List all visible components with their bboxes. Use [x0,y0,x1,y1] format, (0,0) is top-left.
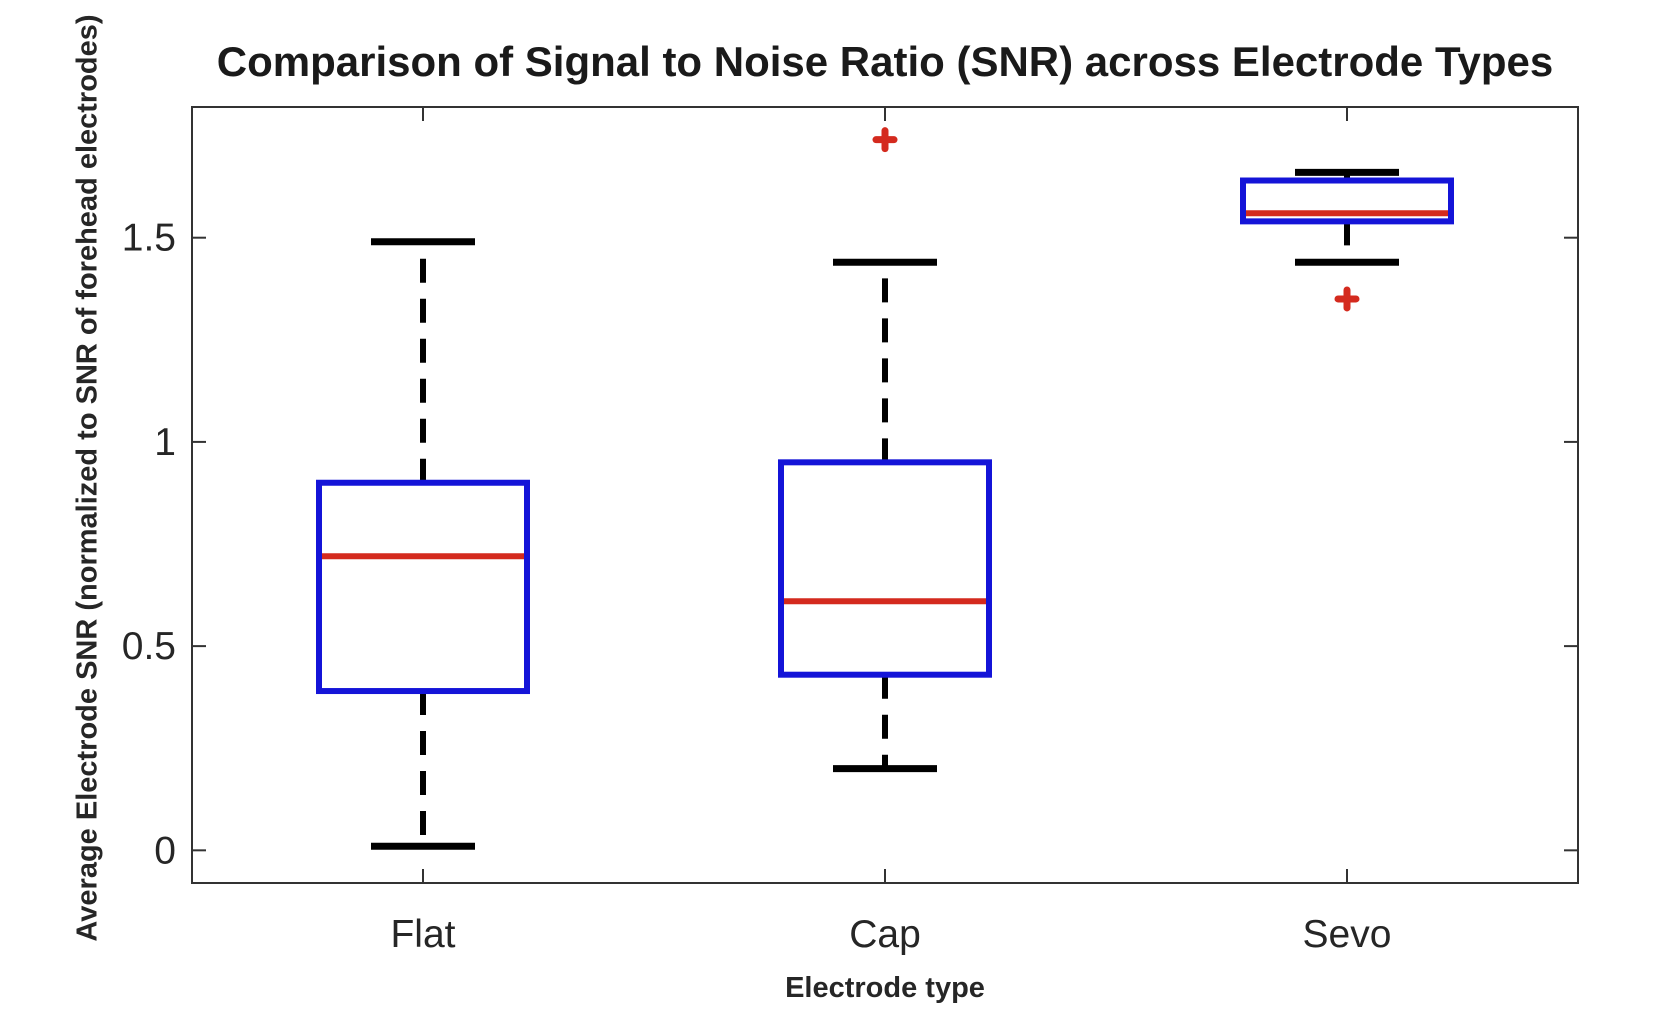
iqr-box [316,479,530,695]
x-tick-label: Cap [849,913,921,956]
chart-title: Comparison of Signal to Noise Ratio (SNR… [216,38,1554,85]
iqr-box [778,459,992,678]
y-tick-label: 1 [154,421,176,464]
y-tick-label: 0.5 [122,625,176,668]
y-tick-label: 0 [154,829,176,872]
x-tick-label: Flat [390,913,455,956]
x-tick-label: Sevo [1303,913,1392,956]
x-axis-label: Electrode type [785,972,985,1004]
y-tick-label: 1.5 [122,217,176,260]
